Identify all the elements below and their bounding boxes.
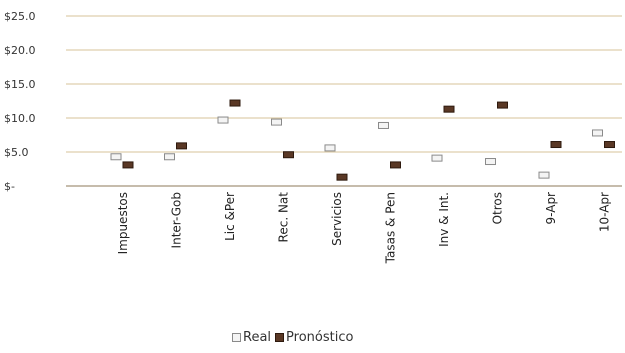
gridlines bbox=[66, 15, 622, 187]
x-category-label-8: 9-Apr bbox=[544, 192, 558, 225]
marker-pronostico-3 bbox=[283, 151, 294, 159]
y-tick-label-3: $15.0 bbox=[4, 78, 36, 91]
marker-pronostico-1 bbox=[176, 142, 187, 150]
x-category-label-7: Otros bbox=[491, 192, 505, 224]
marker-real-4 bbox=[324, 144, 336, 152]
x-category-label-1: Inter-Gob bbox=[170, 192, 184, 248]
y-axis-ticks: $- $5.0 $10.0 $15.0 $20.0 $25.0 bbox=[4, 10, 36, 193]
marker-real-0 bbox=[110, 153, 122, 161]
marker-pronostico-5 bbox=[390, 161, 401, 169]
legend-label-pronostico: Pronóstico bbox=[286, 330, 354, 345]
marker-pronostico-2 bbox=[229, 99, 241, 107]
marker-pronostico-6 bbox=[443, 105, 455, 113]
legend: Real Pronóstico bbox=[232, 330, 357, 345]
marker-pronostico-7 bbox=[497, 101, 508, 109]
legend-swatch-real bbox=[232, 333, 241, 342]
marker-pronostico-0 bbox=[122, 161, 134, 169]
marker-real-1 bbox=[164, 153, 175, 161]
y-tick-label-5: $25.0 bbox=[4, 10, 36, 23]
x-category-label-3: Rec. Nat bbox=[277, 192, 291, 243]
marker-real-9 bbox=[592, 129, 603, 137]
marker-pronostico-8 bbox=[550, 141, 562, 149]
marker-real-6 bbox=[431, 154, 443, 162]
y-tick-label-1: $5.0 bbox=[4, 146, 29, 159]
marker-real-8 bbox=[538, 171, 550, 179]
marker-real-3 bbox=[271, 118, 282, 126]
x-category-label-2: Lic &Per bbox=[223, 192, 237, 241]
y-tick-label-2: $10.0 bbox=[4, 112, 36, 125]
marker-pronostico-4 bbox=[336, 173, 348, 181]
legend-item-pronostico: Pronóstico bbox=[275, 330, 353, 345]
y-tick-label-0: $- bbox=[4, 180, 15, 193]
legend-label-real: Real bbox=[243, 330, 272, 345]
x-category-label-4: Servicios bbox=[330, 192, 344, 246]
x-category-label-0: Impuestos bbox=[116, 192, 130, 254]
legend-item-real: Real bbox=[232, 330, 271, 345]
marker-real-7 bbox=[485, 158, 496, 166]
x-category-label-6: Inv & Int. bbox=[437, 192, 451, 247]
marker-real-2 bbox=[217, 116, 229, 124]
marker-real-5 bbox=[378, 121, 389, 129]
data-markers bbox=[110, 99, 615, 181]
x-category-label-5: Tasas & Pen bbox=[384, 192, 398, 264]
legend-swatch-pronostico bbox=[275, 333, 285, 342]
marker-pronostico-9 bbox=[604, 141, 615, 149]
x-axis-categories: Impuestos Inter-Gob Lic &Per Rec. Nat Servic… bbox=[116, 192, 612, 265]
x-category-label-9: 10-Apr bbox=[598, 192, 612, 232]
y-tick-label-4: $20.0 bbox=[4, 44, 36, 57]
